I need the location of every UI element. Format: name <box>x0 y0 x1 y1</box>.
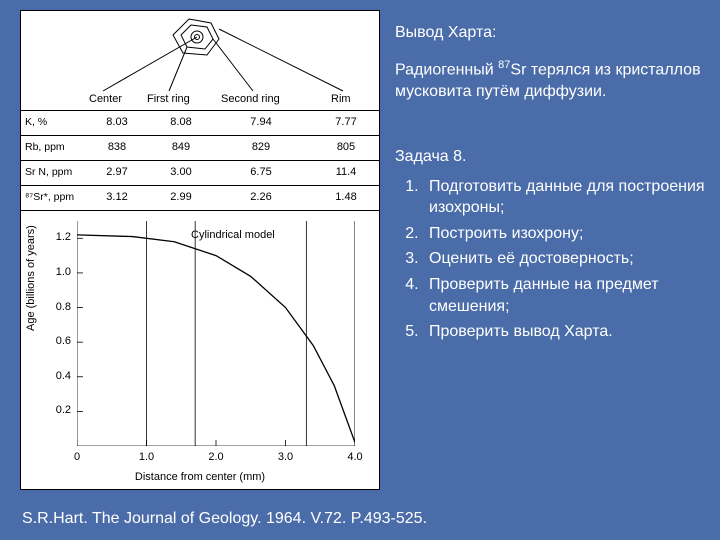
curve-label: Cylindrical model <box>191 229 275 241</box>
row-label-rb: Rb, ppm <box>25 141 77 153</box>
zone-label-center: Center <box>89 93 122 105</box>
cell-sr87-c: 3.12 <box>87 191 147 203</box>
cell-sr87-1: 2.99 <box>151 191 211 203</box>
cell-srn-r: 11.4 <box>321 166 371 178</box>
figure-panel: Center First ring Second ring Rim K, % 8… <box>20 10 380 490</box>
task-item-2: Построить изохрону; <box>423 223 705 245</box>
row-label-sr87: ⁸⁷Sr*, ppm <box>25 191 77 203</box>
cell-rb-2: 829 <box>221 141 301 153</box>
cell-k-r: 7.77 <box>321 116 371 128</box>
xtick-0: 0 <box>62 451 92 463</box>
ytick-0.4: 0.4 <box>41 370 71 382</box>
hart-body: Радиогенный 87Sr терялся из кристаллов м… <box>395 58 705 103</box>
x-axis-label: Distance from center (mm) <box>21 471 379 483</box>
y-axis-label: Age (billions of years) <box>25 225 37 331</box>
zone-label-rim: Rim <box>331 93 351 105</box>
task-item-1: Подготовить данные для построения изохро… <box>423 176 705 219</box>
xtick-2: 2.0 <box>201 451 231 463</box>
ytick-1: 1.0 <box>41 266 71 278</box>
cell-srn-1: 3.00 <box>151 166 211 178</box>
cell-rb-1: 849 <box>151 141 211 153</box>
cell-k-2: 7.94 <box>221 116 301 128</box>
cell-k-1: 8.08 <box>151 116 211 128</box>
xtick-4: 4.0 <box>340 451 370 463</box>
age-distance-chart: Cylindrical model Age (billions of years… <box>21 211 379 491</box>
cell-k-c: 8.03 <box>87 116 147 128</box>
data-table: K, % 8.03 8.08 7.94 7.77 Rb, ppm 838 849… <box>21 111 379 211</box>
row-label-srn: Sr N, ppm <box>25 166 77 178</box>
cell-srn-2: 6.75 <box>221 166 301 178</box>
ytick-0.8: 0.8 <box>41 301 71 313</box>
zone-label-first: First ring <box>147 93 190 105</box>
chart-svg <box>77 221 355 446</box>
hart-sup: 87 <box>498 59 510 71</box>
citation: S.R.Hart. The Journal of Geology. 1964. … <box>22 510 427 528</box>
ytick-0.6: 0.6 <box>41 335 71 347</box>
ytick-0.2: 0.2 <box>41 404 71 416</box>
cell-sr87-r: 1.48 <box>321 191 371 203</box>
ytick-1.2: 1.2 <box>41 231 71 243</box>
cell-rb-c: 838 <box>87 141 147 153</box>
task-item-3: Оценить её достоверность; <box>423 248 705 270</box>
row-label-k: K, % <box>25 116 77 128</box>
hart-body-pre: Радиогенный <box>395 61 498 78</box>
task-item-4: Проверить данные на предмет смешения; <box>423 274 705 317</box>
xtick-1: 1.0 <box>132 451 162 463</box>
crystal-diagram-zone: Center First ring Second ring Rim <box>21 11 379 111</box>
xtick-3: 3.0 <box>271 451 301 463</box>
task-list: Подготовить данные для построения изохро… <box>399 176 705 343</box>
right-text-column: Вывод Харта: Радиогенный 87Sr терялся из… <box>395 22 705 347</box>
task-item-5: Проверить вывод Харта. <box>423 321 705 343</box>
task-title: Задача 8. <box>395 146 705 168</box>
zone-label-second: Second ring <box>221 93 280 105</box>
cell-rb-r: 805 <box>321 141 371 153</box>
hart-title: Вывод Харта: <box>395 22 705 44</box>
crystal-svg <box>21 11 381 111</box>
cell-sr87-2: 2.26 <box>221 191 301 203</box>
cell-srn-c: 2.97 <box>87 166 147 178</box>
